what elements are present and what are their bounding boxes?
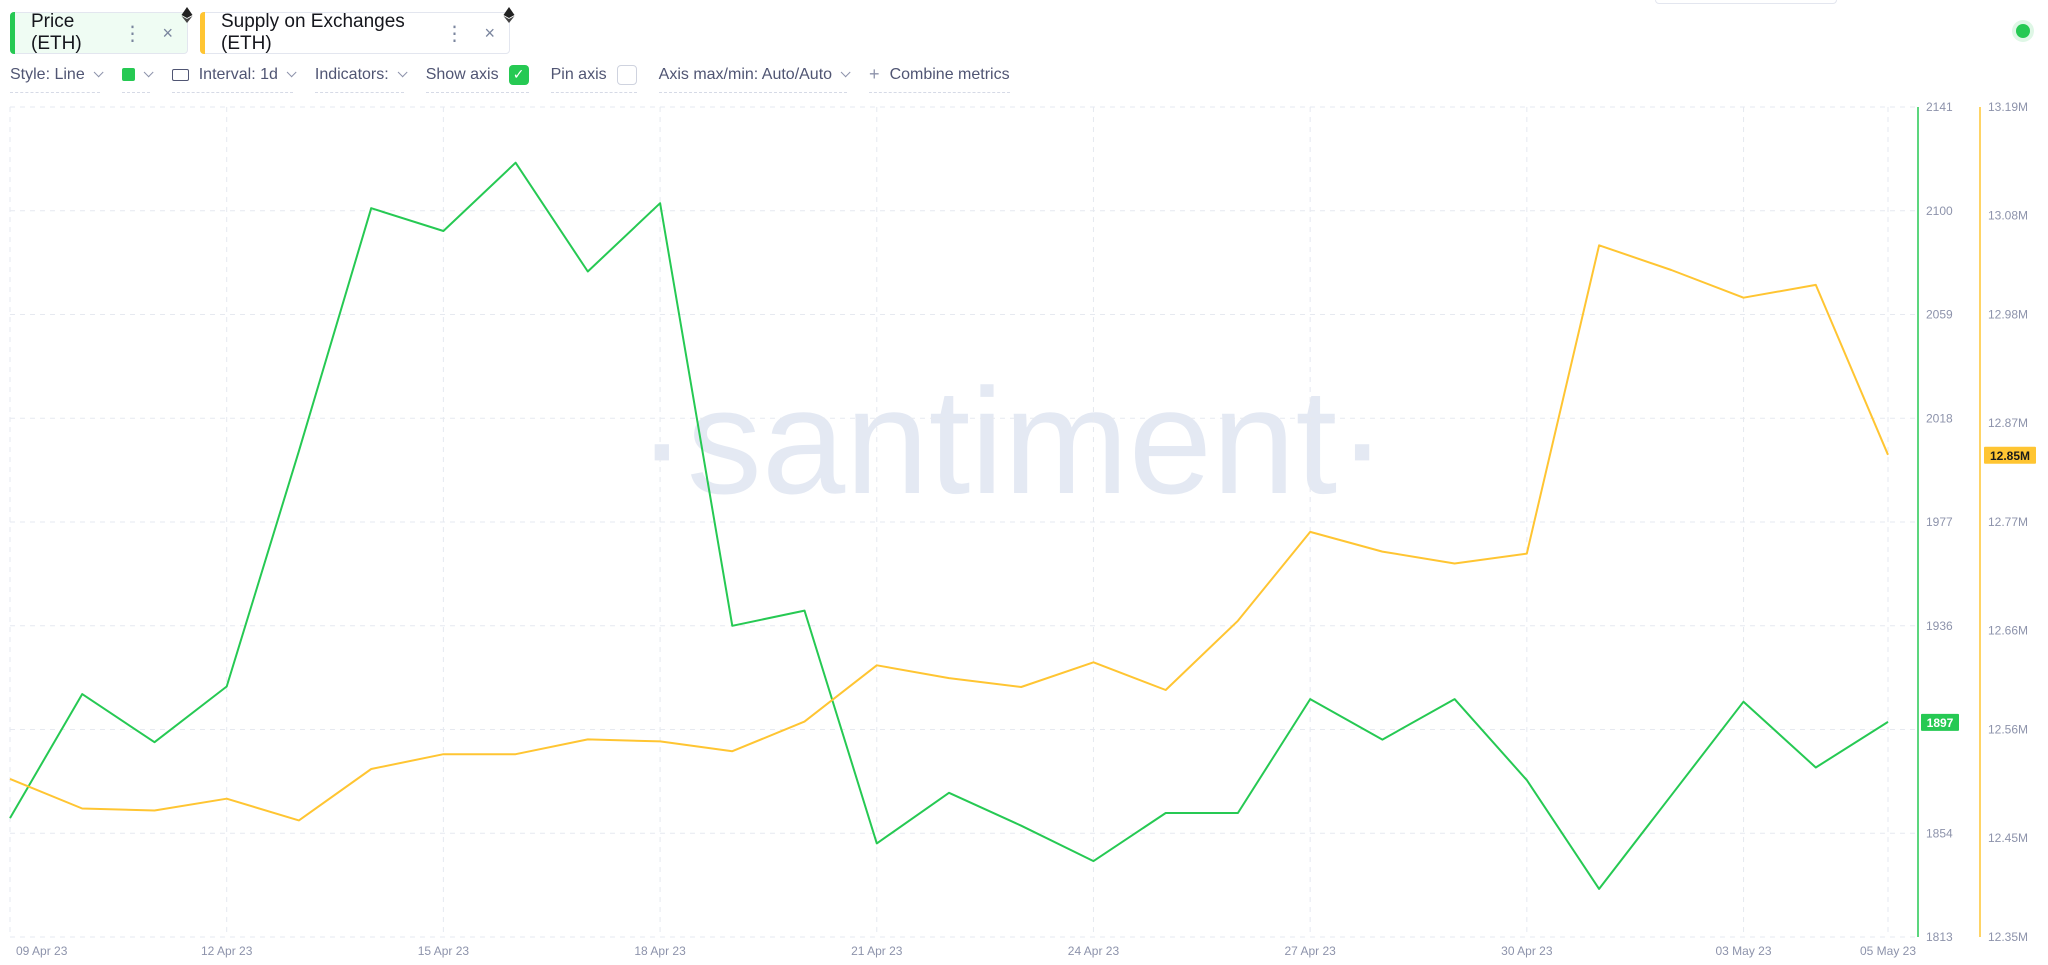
x-axis-tick-label: 30 Apr 23 <box>1501 944 1553 958</box>
indicators-label: Indicators: <box>314 65 389 83</box>
combine-metrics-button[interactable]: + Combine metrics <box>869 64 1010 93</box>
chart-toolbar: Style: Line Interval: 1d Indicators: Sho… <box>10 64 1032 93</box>
top-control-edge <box>1655 0 1837 4</box>
more-options-icon[interactable]: ⋮ <box>444 22 465 45</box>
supply-last-value-badge <box>1984 446 2036 464</box>
pin-axis-toggle[interactable]: Pin axis <box>550 64 637 93</box>
supply-last-value-label: 12.85M <box>1990 449 2030 463</box>
metric-tab-label: Supply on Exchanges (ETH) <box>221 11 405 54</box>
price-axis-tick-label: 1936 <box>1926 619 1953 633</box>
combine-metrics-label: Combine metrics <box>889 65 1010 83</box>
supply-axis-tick-label: 12.45M <box>1988 831 2028 845</box>
price-axis-tick-label: 1813 <box>1926 930 1953 944</box>
price-axis-tick-label: 1854 <box>1926 826 1953 840</box>
eth-icon <box>503 7 515 23</box>
supply-axis-tick-label: 12.56M <box>1988 723 2028 737</box>
axis-maxmin-dropdown[interactable]: Axis max/min: Auto/Auto <box>658 64 851 93</box>
metric-tab-label: Price (ETH) <box>31 11 82 54</box>
supply-axis-tick-label: 12.35M <box>1988 930 2028 944</box>
indicators-dropdown[interactable]: Indicators: <box>314 64 408 93</box>
supply-axis-tick-label: 12.98M <box>1988 308 2028 322</box>
pin-axis-label: Pin axis <box>550 65 607 83</box>
metric-color-bar <box>200 12 205 54</box>
metric-tab-supply[interactable]: Supply on Exchanges (ETH) ⋮ × <box>200 7 515 54</box>
price-axis-tick-label: 2100 <box>1926 204 1953 218</box>
price-last-value-label: 1897 <box>1927 716 1954 730</box>
close-icon[interactable]: × <box>162 22 173 43</box>
axis-maxmin-label: Axis max/min: Auto/Auto <box>658 65 833 83</box>
x-axis-tick-label: 21 Apr 23 <box>851 944 903 958</box>
price-series-line <box>9 161 1889 890</box>
live-status-dot <box>2016 24 2030 38</box>
metric-tab-price[interactable]: Price (ETH) ⋮ × <box>10 7 193 54</box>
x-axis-tick-label: 12 Apr 23 <box>201 944 253 958</box>
x-axis-tick-label: 27 Apr 23 <box>1284 944 1336 958</box>
close-icon[interactable]: × <box>484 22 495 43</box>
supply-axis-tick-label: 13.19M <box>1988 100 2028 114</box>
supply-axis-tick-label: 12.66M <box>1988 624 2028 638</box>
x-axis-tick-label: 15 Apr 23 <box>418 944 470 958</box>
eth-icon <box>181 7 193 23</box>
price-last-value-badge <box>1921 713 1959 731</box>
x-axis-tick-label: 05 May 23 <box>1860 944 1916 958</box>
x-axis-tick-label: 18 Apr 23 <box>634 944 686 958</box>
price-axis-tick-label: 2059 <box>1926 308 1953 322</box>
chevron-down-icon <box>397 67 408 78</box>
price-axis-tick-label: 2141 <box>1926 100 1953 114</box>
chevron-down-icon <box>143 67 154 78</box>
show-axis-label: Show axis <box>425 65 499 83</box>
ruler-icon <box>171 68 189 81</box>
interval-label: Interval: 1d <box>198 65 278 83</box>
interval-dropdown[interactable]: Interval: 1d <box>171 64 297 93</box>
plus-icon: + <box>869 64 880 84</box>
x-axis-tick-label: 09 Apr 23 <box>16 944 68 958</box>
x-axis-tick-label: 24 Apr 23 <box>1068 944 1120 958</box>
chart-canvas[interactable]: ·santiment· 2141 2100 2059 2018 1977 1936 1854 1… <box>0 98 2048 965</box>
color-swatch <box>121 68 135 81</box>
supply-axis-tick-label: 12.87M <box>1988 416 2028 430</box>
style-dropdown[interactable]: Style: Line <box>10 64 104 93</box>
show-axis-toggle[interactable]: Show axis ✓ <box>425 64 529 93</box>
show-axis-checkbox[interactable]: ✓ <box>508 64 529 85</box>
color-picker[interactable] <box>121 64 154 93</box>
chevron-down-icon <box>93 67 104 78</box>
x-axis-tick-label: 03 May 23 <box>1716 944 1772 958</box>
metric-tabs: Price (ETH) ⋮ × Supply on Exchanges (ETH… <box>10 7 515 54</box>
supply-series-line <box>9 244 1889 822</box>
price-axis-tick-label: 1977 <box>1926 515 1953 529</box>
supply-axis-tick-label: 13.08M <box>1988 209 2028 223</box>
chevron-down-icon <box>286 67 297 78</box>
supply-axis-tick-label: 12.77M <box>1988 515 2028 529</box>
chevron-down-icon <box>840 67 851 78</box>
price-axis-tick-label: 2018 <box>1926 411 1953 425</box>
watermark: ·santiment· <box>637 357 1387 525</box>
more-options-icon[interactable]: ⋮ <box>122 22 143 45</box>
pin-axis-checkbox[interactable] <box>616 64 637 85</box>
metric-color-bar <box>10 12 15 54</box>
style-label: Style: Line <box>10 65 85 83</box>
